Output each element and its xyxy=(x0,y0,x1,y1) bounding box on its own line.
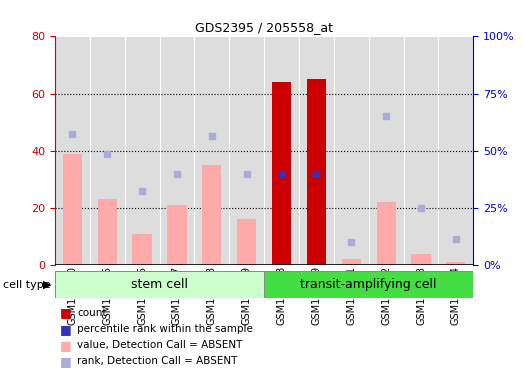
Bar xyxy=(202,165,221,265)
Bar xyxy=(307,79,326,265)
Text: value, Detection Call = ABSENT: value, Detection Call = ABSENT xyxy=(77,340,242,350)
Text: rank, Detection Call = ABSENT: rank, Detection Call = ABSENT xyxy=(77,356,237,366)
Bar xyxy=(264,271,473,298)
Bar xyxy=(160,36,195,265)
Bar xyxy=(369,36,404,265)
Text: ■: ■ xyxy=(60,323,72,336)
Bar xyxy=(63,154,82,265)
Bar xyxy=(412,253,430,265)
Bar xyxy=(264,36,299,265)
Bar xyxy=(299,36,334,265)
Text: ▶: ▶ xyxy=(43,280,51,290)
Bar xyxy=(446,262,465,265)
Bar xyxy=(377,202,396,265)
Text: count: count xyxy=(77,308,106,318)
Bar xyxy=(195,36,229,265)
Bar xyxy=(55,271,264,298)
Bar xyxy=(132,233,152,265)
Bar xyxy=(438,36,473,265)
Text: stem cell: stem cell xyxy=(131,278,188,291)
Text: transit-amplifying cell: transit-amplifying cell xyxy=(301,278,437,291)
Bar xyxy=(167,205,187,265)
Bar xyxy=(342,259,361,265)
Text: ■: ■ xyxy=(60,339,72,352)
Text: ■: ■ xyxy=(60,355,72,368)
Bar xyxy=(272,82,291,265)
Bar xyxy=(55,36,90,265)
Text: percentile rank within the sample: percentile rank within the sample xyxy=(77,324,253,334)
Bar xyxy=(90,36,124,265)
Bar xyxy=(229,36,264,265)
Title: GDS2395 / 205558_at: GDS2395 / 205558_at xyxy=(195,21,333,34)
Text: ■: ■ xyxy=(60,306,72,319)
Bar xyxy=(237,219,256,265)
Bar xyxy=(124,36,160,265)
Bar xyxy=(404,36,438,265)
Text: cell type: cell type xyxy=(3,280,50,290)
Bar xyxy=(98,199,117,265)
Bar xyxy=(334,36,369,265)
